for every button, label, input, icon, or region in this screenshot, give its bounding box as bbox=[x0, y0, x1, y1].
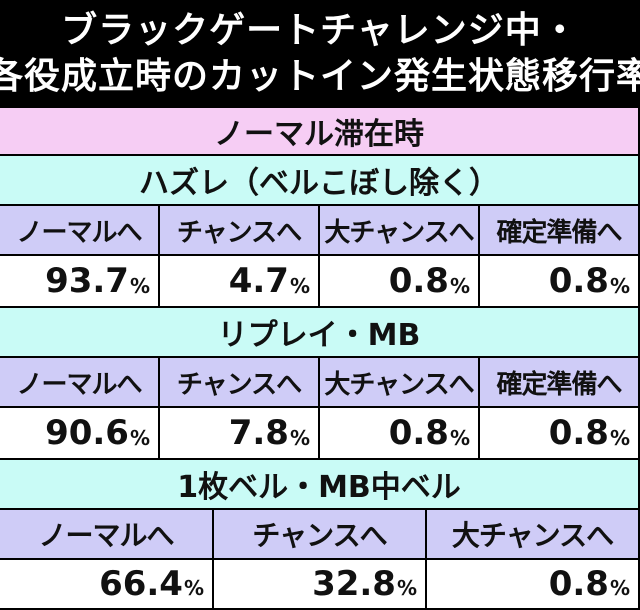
column-header-normal: ノーマルへ bbox=[0, 510, 214, 560]
transition-rate-table: ノーマル滞在時 ハズレ（ベルこぼし除く） ノーマルへ チャンスへ 大チャンスへ … bbox=[0, 108, 640, 610]
column-header-chance: チャンスへ bbox=[214, 510, 427, 560]
section-header-replay: リプレイ・MB bbox=[0, 308, 640, 358]
section-header-bell: 1枚ベル・MB中ベル bbox=[0, 460, 640, 510]
value-cell: 0.8% bbox=[320, 256, 480, 308]
value-cell: 0.8% bbox=[480, 408, 640, 460]
column-header-big-chance: 大チャンスへ bbox=[427, 510, 640, 560]
column-header-normal: ノーマルへ bbox=[0, 358, 160, 408]
column-header-chance: チャンスへ bbox=[160, 206, 320, 256]
value-cell: 0.8% bbox=[427, 560, 640, 610]
page-title: ブラックゲートチャレンジ中・ 各役成立時のカットイン発生状態移行率 bbox=[0, 0, 640, 108]
title-line-2: 各役成立時のカットイン発生状態移行率 bbox=[0, 56, 640, 97]
column-header-chance: チャンスへ bbox=[160, 358, 320, 408]
value-cell: 66.4% bbox=[0, 560, 214, 610]
value-cell: 32.8% bbox=[214, 560, 427, 610]
column-header-kakutei: 確定準備へ bbox=[480, 206, 640, 256]
value-cell: 7.8% bbox=[160, 408, 320, 460]
title-line-1: ブラックゲートチャレンジ中・ bbox=[61, 10, 579, 51]
column-header-big-chance: 大チャンスへ bbox=[320, 358, 480, 408]
value-cell: 0.8% bbox=[480, 256, 640, 308]
column-header-normal: ノーマルへ bbox=[0, 206, 160, 256]
column-header-kakutei: 確定準備へ bbox=[480, 358, 640, 408]
value-cell: 90.6% bbox=[0, 408, 160, 460]
column-header-big-chance: 大チャンスへ bbox=[320, 206, 480, 256]
state-header: ノーマル滞在時 bbox=[0, 108, 640, 156]
value-cell: 93.7% bbox=[0, 256, 160, 308]
value-cell: 0.8% bbox=[320, 408, 480, 460]
value-cell: 4.7% bbox=[160, 256, 320, 308]
section-header-hazure: ハズレ（ベルこぼし除く） bbox=[0, 156, 640, 206]
